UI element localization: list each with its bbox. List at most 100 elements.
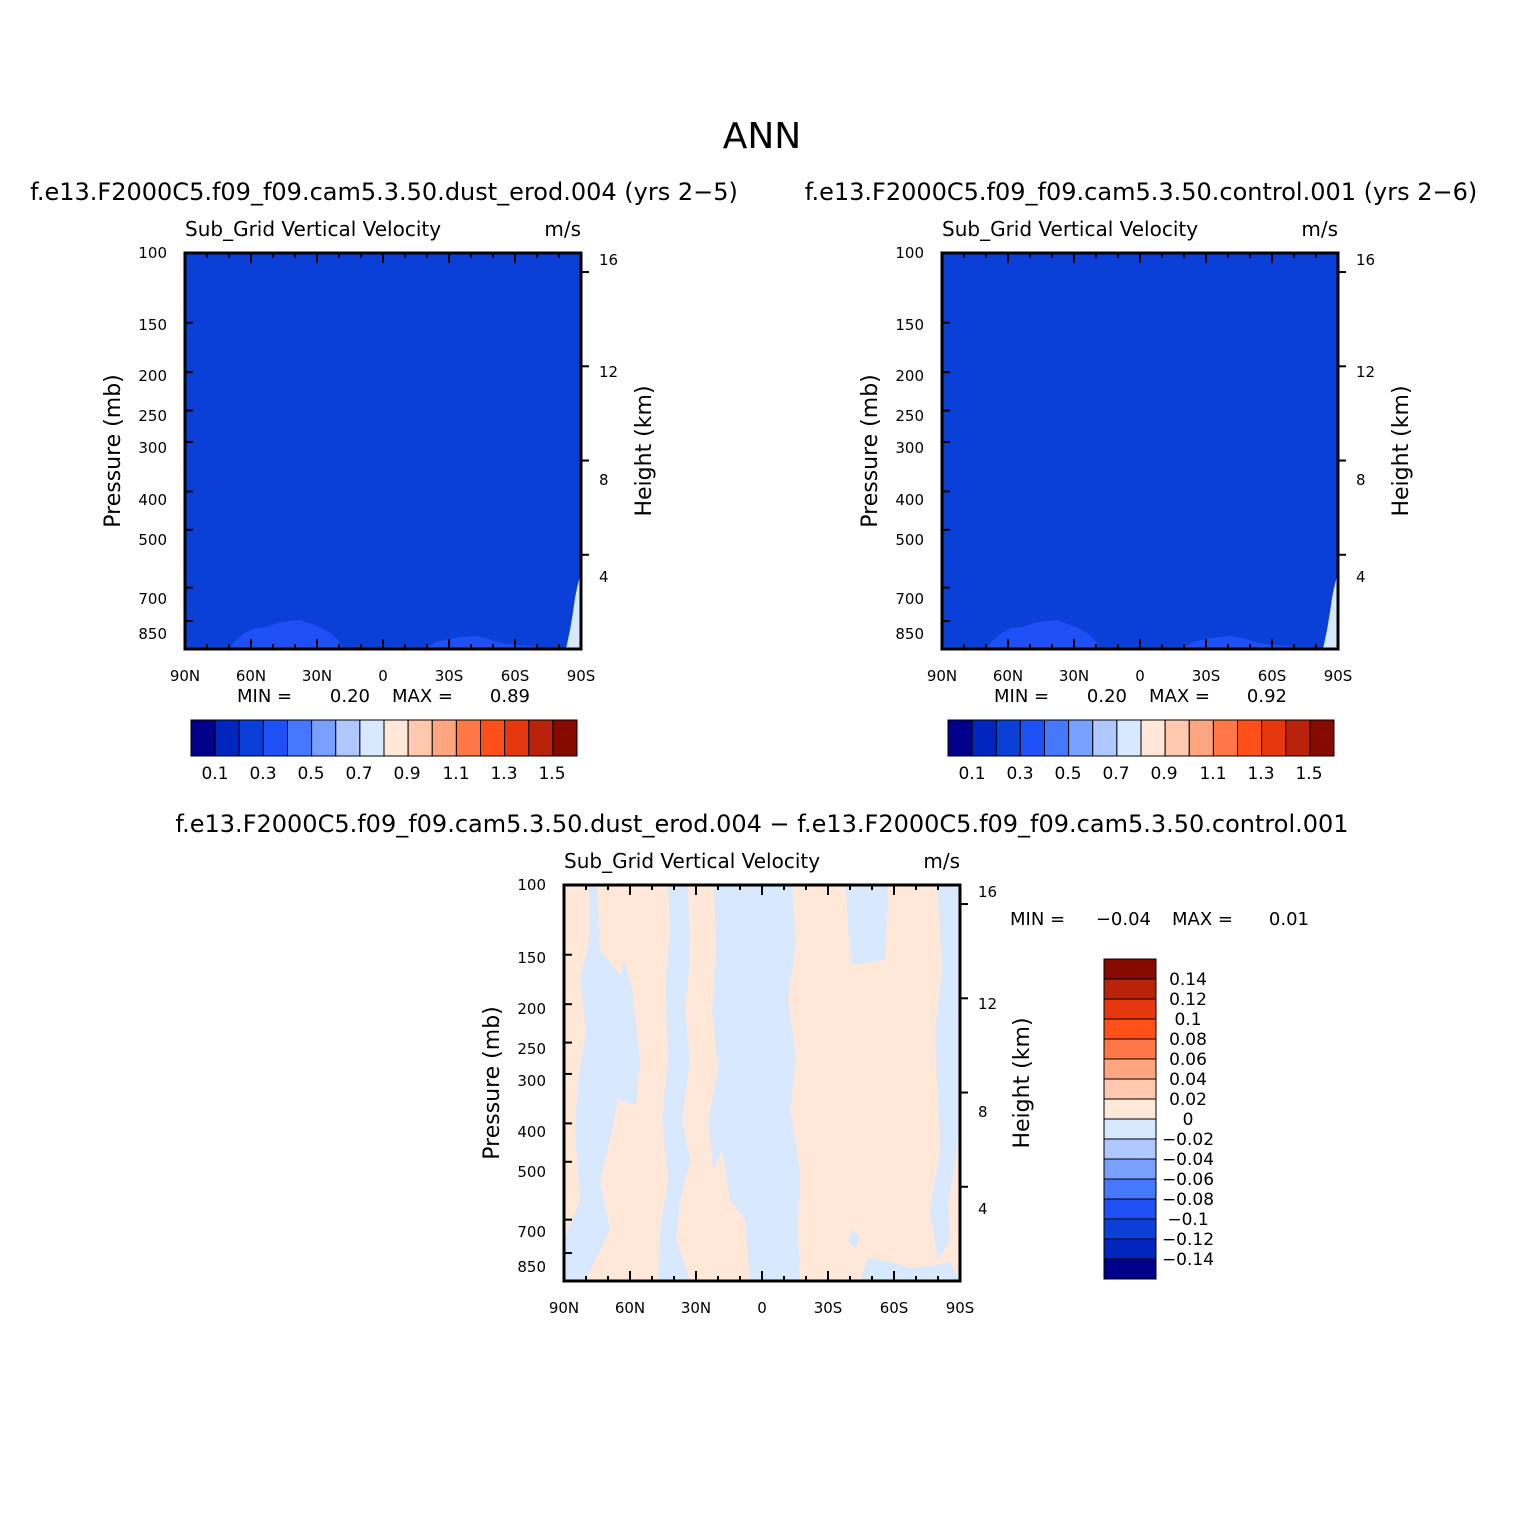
panel-3-y2-tick-label: 12: [978, 995, 997, 1013]
panel-3-y2-tick-label: 8: [978, 1103, 988, 1121]
panel-2-y2-tick-label: 4: [1356, 568, 1366, 586]
panel-1-colorbar-label: 1.3: [490, 764, 517, 784]
panel-2-y-tick-label: 150: [895, 316, 924, 334]
panel-3-colorbar-label: −0.02: [1162, 1130, 1214, 1150]
panel-2-y2-tick-label: 12: [1356, 363, 1375, 381]
panel-2-x-tick-label: 0: [1135, 667, 1145, 685]
panel-3-colorbar: [1103, 958, 1157, 1280]
panel-1-field-band-0.3-nh: [229, 620, 343, 649]
panel-1-colorbar-label: 1.1: [442, 764, 469, 784]
panel-3-colorbar-box: [1103, 1218, 1157, 1240]
panel-3-x-tick-label: 30N: [681, 1299, 711, 1317]
panel-3-y-tick-label: 850: [517, 1258, 546, 1276]
panel-3-colorbar-box: [1103, 1258, 1157, 1280]
panel-2: f.e13.F2000C5.f09_f09.cam5.3.50.control.…: [805, 178, 1478, 784]
panel-2-colorbar-box: [1116, 719, 1142, 757]
panel-2-colorbar-box: [995, 719, 1021, 757]
panel-3: f.e13.F2000C5.f09_f09.cam5.3.50.dust_ero…: [175, 810, 1348, 1317]
panel-2-y-tick-label: 200: [895, 367, 924, 385]
panel-3-units: m/s: [923, 849, 960, 873]
panel-1-x-tick-label: 30S: [435, 667, 464, 685]
panel-2-y-tick-label: 700: [895, 590, 924, 608]
panel-1-colorbar-label: 0.9: [393, 764, 420, 784]
figure-title: ANN: [723, 116, 802, 157]
panel-3-field: [564, 885, 960, 1281]
panel-2-x-tick-label: 30N: [1059, 667, 1089, 685]
panel-1-colorbar-box: [552, 719, 578, 757]
panel-1-y2-tick-label: 8: [599, 471, 609, 489]
panel-2-title: f.e13.F2000C5.f09_f09.cam5.3.50.control.…: [805, 178, 1478, 206]
panel-1-y-tick-label: 200: [138, 367, 167, 385]
panel-1-x-tick-label: 90N: [170, 667, 200, 685]
panel-3-y-axis: 100 150 200 250 300 400 500 700 850: [517, 876, 546, 1276]
panel-2-colorbar-box: [1212, 719, 1238, 757]
panel-3-y-tick-label: 700: [517, 1223, 546, 1241]
panel-1-colorbar-box: [359, 719, 385, 757]
panel-1-title: f.e13.F2000C5.f09_f09.cam5.3.50.dust_ero…: [30, 178, 738, 206]
panel-3-x-axis: 90N 60N 30N 0 30S 60S 90S: [549, 1299, 974, 1317]
panel-3-max-label: MAX =: [1172, 909, 1233, 930]
panel-2-colorbar-box: [1044, 719, 1070, 757]
panel-3-colorbar-label: 0.14: [1169, 970, 1207, 990]
panel-3-colorbar-label: −0.14: [1162, 1250, 1214, 1270]
panel-3-colorbar-labels: 0.14 0.12 0.1 0.08 0.06 0.04 0.02 0 −0.0…: [1162, 970, 1214, 1270]
panel-1-colorbar-box: [238, 719, 264, 757]
panel-2-x-axis: 90N 60N 30N 0 30S 60S 90S: [927, 667, 1352, 685]
panel-2-colorbar-box: [1019, 719, 1045, 757]
panel-1-y-axis: 100 150 200 250 300 400 500 700 850: [138, 244, 167, 643]
panel-3-y2-axis: 16 12 8 4: [978, 883, 997, 1218]
panel-2-colorbar-label: 1.5: [1295, 764, 1322, 784]
panel-1-y-axis-label: Pressure (mb): [101, 374, 126, 528]
panel-1-colorbar-labels: 0.1 0.3 0.5 0.7 0.9 1.1 1.3 1.5: [201, 764, 565, 784]
panel-3-colorbar-box: [1103, 1098, 1157, 1120]
panel-3-colorbar-label: 0.1: [1174, 1010, 1201, 1030]
panel-3-colorbar-label: 0.04: [1169, 1070, 1207, 1090]
panel-3-y-tick-label: 150: [517, 949, 546, 967]
panel-1-y-tick-label: 100: [138, 244, 167, 262]
panel-3-title: f.e13.F2000C5.f09_f09.cam5.3.50.dust_ero…: [175, 810, 1348, 838]
panel-2-colorbar-label: 1.3: [1247, 764, 1274, 784]
panel-1-colorbar-box: [480, 719, 506, 757]
panel-3-colorbar-label: −0.08: [1162, 1190, 1214, 1210]
panel-3-colorbar-box: [1103, 1078, 1157, 1100]
panel-2-colorbar: [947, 719, 1335, 757]
panel-3-field-band-negative: [658, 885, 690, 1281]
panel-2-colorbar-box: [1140, 719, 1166, 757]
panel-1: f.e13.F2000C5.f09_f09.cam5.3.50.dust_ero…: [30, 178, 738, 784]
panel-2-colorbar-box: [971, 719, 997, 757]
panel-2-colorbar-box: [947, 719, 973, 757]
panel-1-y2-axis-label: Height (km): [632, 385, 657, 516]
panel-1-colorbar-box: [431, 719, 457, 757]
panel-3-colorbar-label: 0.12: [1169, 990, 1207, 1010]
panel-3-colorbar-box: [1103, 1038, 1157, 1060]
panel-1-units: m/s: [544, 217, 581, 241]
panel-3-colorbar-box: [1103, 1198, 1157, 1220]
panel-3-x-tick-label: 90S: [946, 1299, 975, 1317]
panel-2-colorbar-label: 0.7: [1102, 764, 1129, 784]
panel-3-colorbar-box: [1103, 1018, 1157, 1040]
panel-2-colorbar-box: [1309, 719, 1335, 757]
panel-2-y-axis: 100 150 200 250 300 400 500 700 850: [895, 244, 924, 643]
panel-3-max-value: 0.01: [1269, 909, 1309, 930]
panel-1-y-tick-label: 850: [138, 625, 167, 643]
panel-1-colorbar-box: [455, 719, 481, 757]
panel-1-colorbar-box: [262, 719, 288, 757]
panel-1-colorbar-box: [504, 719, 530, 757]
panel-2-min-label: MIN =: [994, 686, 1049, 707]
panel-2-y2-tick-label: 8: [1356, 471, 1366, 489]
panel-1-y-tick-label: 250: [138, 407, 167, 425]
panel-2-colorbar-label: 0.9: [1150, 764, 1177, 784]
panel-2-y-tick-label: 400: [895, 491, 924, 509]
panel-2-y-axis-label: Pressure (mb): [858, 374, 883, 528]
panel-1-x-tick-label: 0: [378, 667, 388, 685]
panel-3-x-tick-label: 60S: [880, 1299, 909, 1317]
panel-3-x-tick-label: 90N: [549, 1299, 579, 1317]
panel-3-y2-tick-label: 4: [978, 1200, 988, 1218]
panel-1-y-tick-label: 500: [138, 531, 167, 549]
panel-2-min-value: 0.20: [1087, 686, 1127, 707]
panel-2-y-tick-label: 850: [895, 625, 924, 643]
panel-2-colorbar-box: [1092, 719, 1118, 757]
panel-2-colorbar-box: [1164, 719, 1190, 757]
panel-3-colorbar-label: −0.06: [1162, 1170, 1214, 1190]
